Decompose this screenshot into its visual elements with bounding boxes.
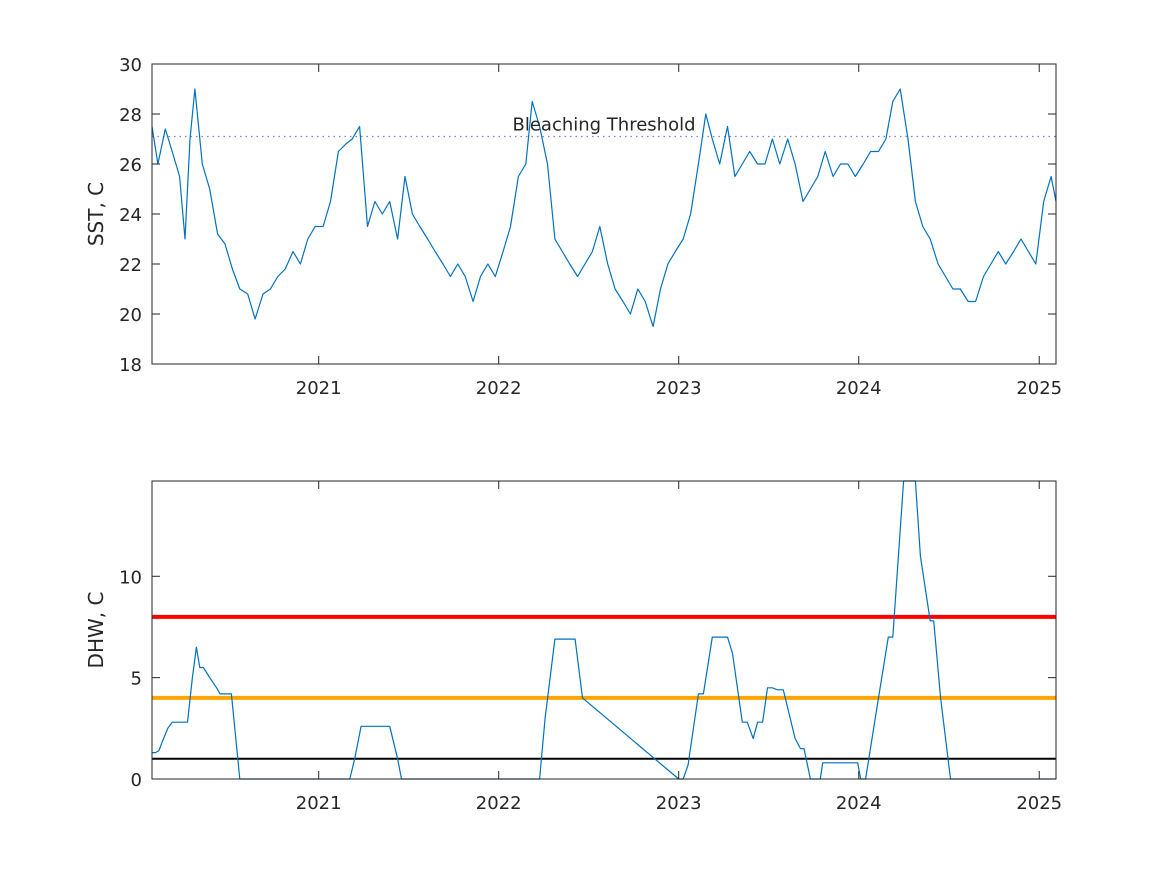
sst-plot-area (152, 64, 1056, 364)
dhw-x-tick-label: 2025 (1016, 793, 1062, 814)
sst-x-tick-label: 2025 (1016, 378, 1062, 399)
dhw-reference-lines (152, 614, 1056, 760)
sst-y-tick-label: 26 (119, 155, 142, 176)
sst-y-tick-label: 22 (119, 255, 142, 276)
dhw-y-axis-label: DHW, C (84, 592, 108, 669)
bleaching-threshold-label: Bleaching Threshold (512, 115, 695, 136)
dhw-y-ticks: 0 5 10 (119, 567, 1056, 791)
sst-x-tick-label: 2023 (656, 378, 702, 399)
dhw-axes: 0 5 10 2021 2022 2023 2024 2025 DHW, C (84, 480, 1062, 814)
sst-y-tick-label: 18 (119, 355, 142, 376)
sst-series-group (151, 88, 1057, 328)
sst-x-tick-label: 2024 (836, 378, 882, 399)
sst-x-tick-label: 2021 (296, 378, 342, 399)
sst-y-tick-label: 24 (119, 205, 142, 226)
dhw-y-tick-label: 5 (131, 669, 142, 690)
dhw-axes-box (151, 480, 1057, 780)
dhw-x-tick-label: 2022 (476, 793, 522, 814)
dhw-x-tick-label: 2024 (836, 793, 882, 814)
sst-x-ticks: 2021 2022 2023 2024 2025 (296, 64, 1062, 399)
dhw-x-ticks: 2021 2022 2023 2024 2025 (296, 481, 1062, 814)
sst-y-tick-label: 30 (119, 55, 142, 76)
dhw-plot-area (152, 481, 1056, 779)
sst-y-tick-label: 28 (119, 105, 142, 126)
dhw-y-tick-label: 10 (119, 567, 142, 588)
sst-y-ticks: 18 20 22 24 26 28 30 (119, 55, 1056, 376)
sst-y-axis-label: SST, C (84, 182, 108, 246)
dhw-x-tick-label: 2021 (296, 793, 342, 814)
dhw-y-tick-label: 0 (131, 770, 142, 791)
sst-y-tick-label: 20 (119, 305, 142, 326)
sst-series-line-0 (151, 88, 1057, 328)
sst-x-tick-label: 2022 (476, 378, 522, 399)
dhw-x-tick-label: 2023 (656, 793, 702, 814)
